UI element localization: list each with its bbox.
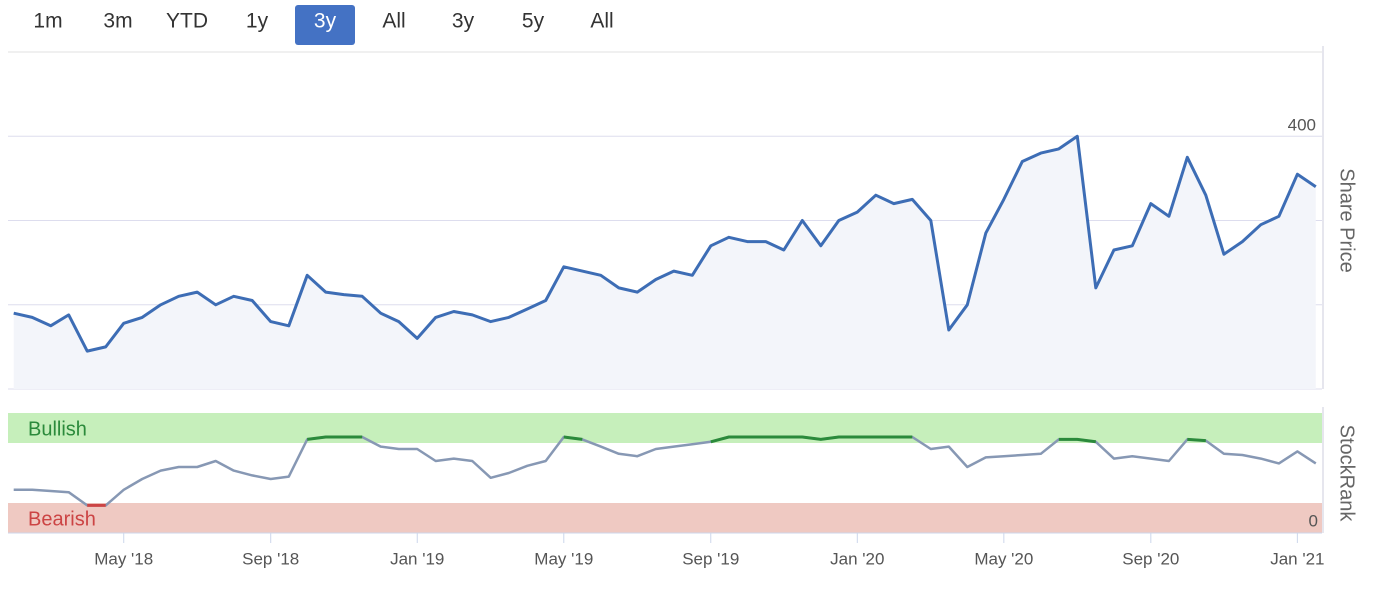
range-button[interactable]: 3y bbox=[295, 5, 355, 45]
range-button-label[interactable]: 3m bbox=[103, 10, 132, 33]
range-button-label[interactable]: 5y bbox=[522, 10, 545, 33]
x-tick-label: May '20 bbox=[974, 549, 1033, 568]
x-tick-label: May '19 bbox=[534, 549, 593, 568]
range-button-label[interactable]: 3y bbox=[314, 10, 337, 33]
range-button-label[interactable]: 1m bbox=[33, 10, 62, 33]
range-button-label[interactable]: YTD bbox=[166, 10, 208, 33]
range-button[interactable]: 1m bbox=[33, 10, 62, 33]
band-label: Bullish bbox=[28, 418, 87, 440]
range-button[interactable]: 1y bbox=[246, 10, 269, 33]
range-button[interactable]: 3y bbox=[452, 10, 475, 33]
x-tick-label: Jan '19 bbox=[390, 549, 444, 568]
range-button-label[interactable]: 1y bbox=[246, 10, 269, 33]
x-tick-label: Sep '18 bbox=[242, 549, 299, 568]
range-button[interactable]: 5y bbox=[522, 10, 545, 33]
rank-line-highlight bbox=[307, 435, 363, 441]
price-area bbox=[13, 136, 1316, 389]
x-tick-label: May '18 bbox=[94, 549, 153, 568]
y-axis-title: StockRank bbox=[1336, 425, 1358, 523]
band bbox=[8, 413, 1322, 443]
y-tick-label: 0 bbox=[1309, 511, 1318, 530]
range-button-label[interactable]: All bbox=[590, 10, 613, 33]
rank-line bbox=[13, 435, 1317, 507]
x-tick-label: Jan '20 bbox=[830, 549, 884, 568]
x-tick-label: Jan '21 bbox=[1270, 549, 1324, 568]
rank-line-highlight bbox=[1058, 437, 1096, 444]
band-label: Bearish bbox=[28, 508, 96, 530]
range-button[interactable]: All bbox=[590, 10, 613, 33]
range-button[interactable]: All bbox=[382, 10, 405, 33]
range-button-label[interactable]: All bbox=[382, 10, 405, 33]
y-tick-label: 400 bbox=[1288, 116, 1316, 135]
rank-line-highlight bbox=[1187, 437, 1206, 443]
band bbox=[8, 503, 1322, 533]
price-line bbox=[13, 134, 1317, 353]
range-button-label[interactable]: 3y bbox=[452, 10, 475, 33]
rank-line-highlight bbox=[563, 435, 583, 441]
range-button[interactable]: 3m bbox=[103, 10, 132, 33]
range-button[interactable]: YTD bbox=[166, 10, 208, 33]
x-tick-label: Sep '19 bbox=[682, 549, 739, 568]
y-axis-title: Share Price bbox=[1336, 168, 1358, 273]
range-button-bg bbox=[295, 5, 355, 45]
rank-line-highlight bbox=[710, 435, 913, 444]
x-tick-label: Sep '20 bbox=[1122, 549, 1179, 568]
